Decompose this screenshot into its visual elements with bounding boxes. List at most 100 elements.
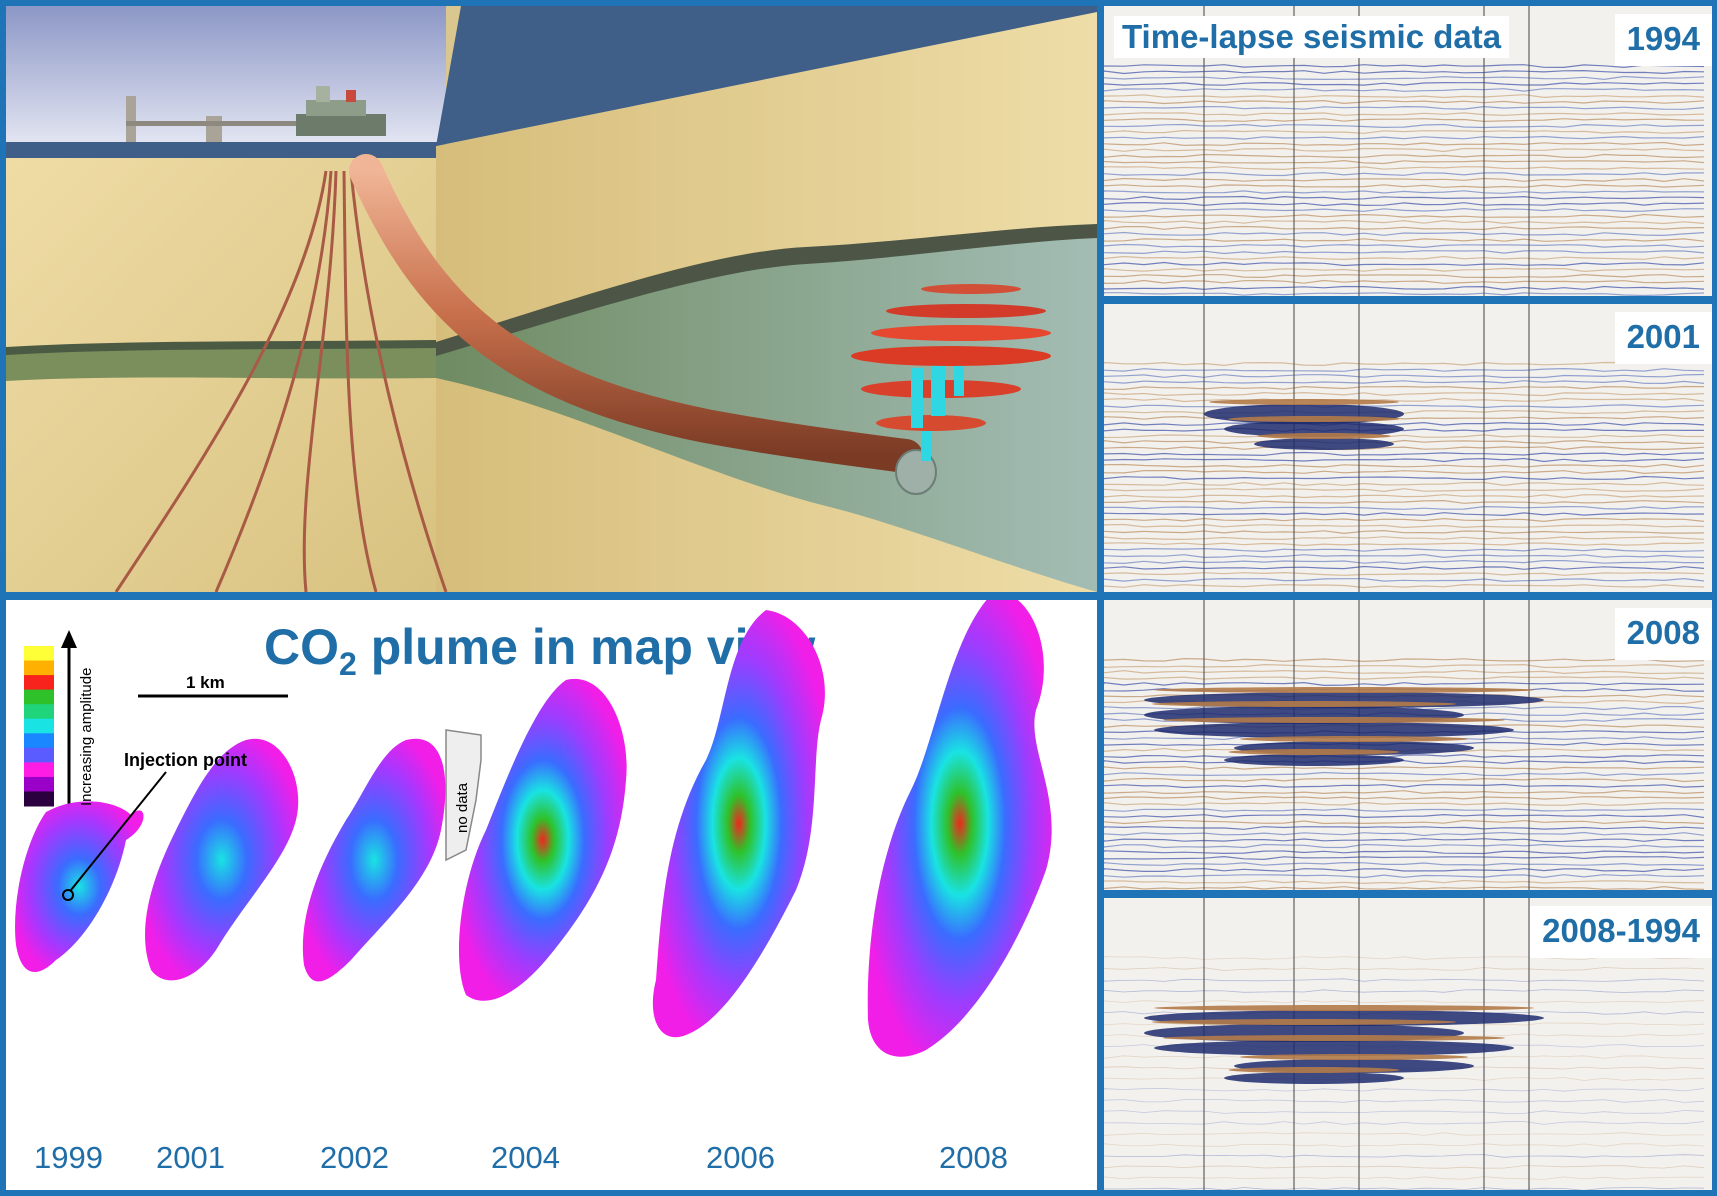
seismic-reflector bbox=[1104, 439, 1705, 445]
seismic-reflector bbox=[1104, 663, 1705, 669]
seismic-reflector bbox=[1104, 213, 1705, 219]
seismic-reflector bbox=[1104, 669, 1705, 675]
seismic-reflector bbox=[1104, 571, 1705, 576]
illustration-graphic bbox=[6, 6, 1097, 592]
colorbar-segment bbox=[24, 646, 54, 662]
seismic-reflector bbox=[1104, 397, 1705, 403]
seismic-reflector bbox=[1104, 292, 1705, 296]
seismic-reflector bbox=[1104, 681, 1705, 687]
plume-2002 bbox=[302, 738, 446, 982]
seismic-section-difference bbox=[1104, 898, 1705, 1190]
injection-label: Injection point bbox=[124, 750, 247, 770]
seismic-reflector bbox=[1104, 373, 1705, 379]
seismic-reflector bbox=[1104, 989, 1705, 993]
seismic-reflector bbox=[1104, 1143, 1705, 1147]
injection-pipe bbox=[349, 154, 923, 473]
map-year-2006: 2006 bbox=[706, 1140, 775, 1175]
amplitude-colorbar bbox=[24, 646, 54, 807]
seismic-reflector bbox=[1104, 273, 1705, 279]
map-year-2008: 2008 bbox=[939, 1140, 1008, 1175]
seismic-reflector bbox=[1104, 75, 1705, 81]
seismic-reflector bbox=[1104, 105, 1705, 110]
plume-reflection bbox=[1240, 736, 1468, 742]
seismic-reflector bbox=[1104, 777, 1705, 783]
seismic-reflector bbox=[1104, 475, 1705, 481]
seismic-reflector bbox=[1104, 801, 1705, 806]
amplitude-label: Increasing amplitude bbox=[78, 667, 95, 806]
seismic-reflector bbox=[1104, 657, 1705, 663]
plume-2008 bbox=[867, 600, 1052, 1057]
seismic-reflector bbox=[1104, 783, 1705, 789]
seismic-reflector bbox=[1104, 207, 1705, 213]
plume-map-panel: CO2 plume in map view bbox=[6, 600, 1097, 1190]
seismic-reflector bbox=[1104, 404, 1705, 409]
seismic-reflector bbox=[1104, 457, 1705, 463]
arrow-head-icon bbox=[61, 630, 77, 648]
seismic-reflector bbox=[1104, 481, 1705, 487]
plume-reflection bbox=[1209, 399, 1399, 405]
plume-2004 bbox=[458, 678, 627, 1001]
colorbar-segment bbox=[24, 660, 54, 676]
seismic-reflector bbox=[1104, 1110, 1705, 1114]
seismic-reflector bbox=[1104, 583, 1705, 589]
seismic-reflector bbox=[1104, 512, 1705, 517]
seismic-reflector bbox=[1104, 421, 1705, 427]
seismic-reflector bbox=[1104, 843, 1705, 849]
seismic-reflector bbox=[1104, 225, 1705, 231]
offshore-platform bbox=[126, 86, 386, 142]
seismic-reflector bbox=[1104, 451, 1705, 457]
seismic-reflector bbox=[1104, 123, 1705, 129]
seismic-reflector bbox=[1104, 1187, 1705, 1190]
seismic-reflector bbox=[1104, 135, 1705, 140]
plume-reflection bbox=[1224, 421, 1404, 437]
seismic-reflector bbox=[1104, 285, 1705, 291]
seismic-section-2001 bbox=[1104, 304, 1705, 592]
seismic-reflector bbox=[1104, 850, 1705, 855]
seismic-reflector bbox=[1104, 1000, 1705, 1004]
seismic-reflector bbox=[1104, 250, 1705, 255]
no-data-region bbox=[445, 729, 482, 862]
seismic-year-label: 1994 bbox=[1614, 14, 1712, 66]
seismic-reflector bbox=[1104, 219, 1705, 225]
map-year-2002: 2002 bbox=[320, 1140, 389, 1175]
seismic-reflector bbox=[1104, 1121, 1705, 1125]
seismic-reflector bbox=[1104, 559, 1704, 565]
colorbar-segment bbox=[24, 689, 54, 705]
seismic-reflector bbox=[1104, 808, 1705, 812]
seismic-reflector bbox=[1104, 542, 1705, 547]
seismic-reflector bbox=[1104, 795, 1705, 800]
left-aquifer bbox=[6, 344, 436, 381]
seismic-reflector bbox=[1104, 153, 1705, 159]
seismic-reflector bbox=[1104, 765, 1705, 770]
seismic-section-2008 bbox=[1104, 600, 1705, 890]
seismic-reflector bbox=[1104, 380, 1705, 385]
map-year-1999: 1999 bbox=[34, 1140, 103, 1175]
seismic-reflector bbox=[1104, 1099, 1705, 1103]
scale-label: 1 km bbox=[186, 673, 225, 692]
well-paths bbox=[114, 170, 448, 592]
seismic-reflector bbox=[1104, 141, 1705, 147]
seismic-reflector bbox=[1104, 243, 1705, 249]
seismic-reflector bbox=[1104, 494, 1705, 499]
plume-reflection bbox=[1224, 754, 1404, 766]
seismic-reflector bbox=[1104, 129, 1705, 134]
seismic-reflector bbox=[1104, 1165, 1705, 1169]
injection-point-icon bbox=[62, 889, 74, 901]
seismic-reflector bbox=[1104, 391, 1705, 397]
seismic-reflector bbox=[1104, 553, 1705, 559]
seismic-reflector bbox=[1104, 771, 1705, 777]
seismic-reflector bbox=[1104, 874, 1705, 879]
seismic-reflector bbox=[1104, 675, 1705, 680]
seismic-reflector bbox=[1104, 190, 1705, 194]
seismic-reflector bbox=[1104, 523, 1705, 529]
seismic-reflector bbox=[1104, 978, 1705, 982]
plume-reflection bbox=[1152, 1019, 1456, 1025]
plume-reflection bbox=[1152, 701, 1456, 707]
plume-reflection bbox=[1154, 1005, 1534, 1011]
plume-reflection bbox=[1154, 687, 1534, 693]
seismic-reflector bbox=[1104, 231, 1705, 237]
right-aquifer bbox=[436, 228, 1097, 592]
seismic-reflector bbox=[1104, 118, 1705, 123]
seismic-reflector bbox=[1104, 195, 1705, 201]
seismic-reflector bbox=[1104, 547, 1705, 553]
